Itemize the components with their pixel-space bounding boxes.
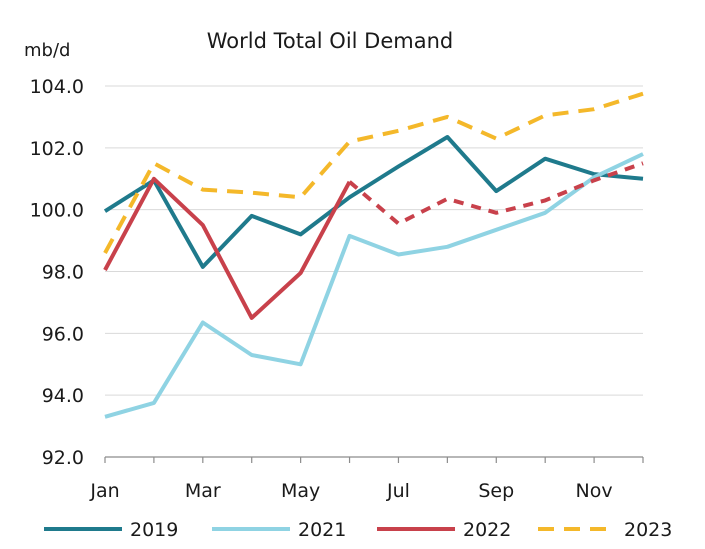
- x-tick-label: Jan: [89, 480, 119, 502]
- axes: 92.0 94.0 96.0 98.0 100.0 102.0 104.0 Jan Mar May…: [30, 76, 644, 502]
- y-axis-unit-label: mb/d: [24, 40, 70, 61]
- series-line-2023: [103, 91, 644, 254]
- y-tick-label: 102.0: [30, 138, 84, 160]
- chart-title: World Total Oil Demand: [207, 29, 454, 53]
- x-tick-label: Sep: [478, 480, 514, 502]
- x-tick-label: Mar: [185, 480, 221, 502]
- y-tick-label: 104.0: [30, 76, 84, 98]
- series-line-2022-forecast: [348, 161, 644, 226]
- y-tick-label: 94.0: [42, 385, 84, 407]
- series-line-2022-actual: [103, 176, 352, 320]
- x-tick-label: May: [281, 480, 320, 502]
- legend-label-2022: 2022: [463, 519, 511, 541]
- series-line-2019: [103, 135, 644, 269]
- y-tick-label: 98.0: [42, 262, 84, 284]
- y-tick-label: 96.0: [42, 323, 84, 345]
- x-tick-label: Jul: [386, 480, 410, 502]
- x-tick-label: Nov: [576, 480, 613, 502]
- series-lines: [103, 91, 644, 419]
- y-tick-label: 92.0: [42, 447, 84, 469]
- legend-label-2019: 2019: [130, 519, 178, 541]
- y-tick-label: 100.0: [30, 200, 84, 222]
- legend: 2019 2021 2022 2023: [44, 519, 672, 541]
- legend-label-2021: 2021: [298, 519, 346, 541]
- series-line-2021: [104, 152, 644, 419]
- legend-label-2023: 2023: [624, 519, 672, 541]
